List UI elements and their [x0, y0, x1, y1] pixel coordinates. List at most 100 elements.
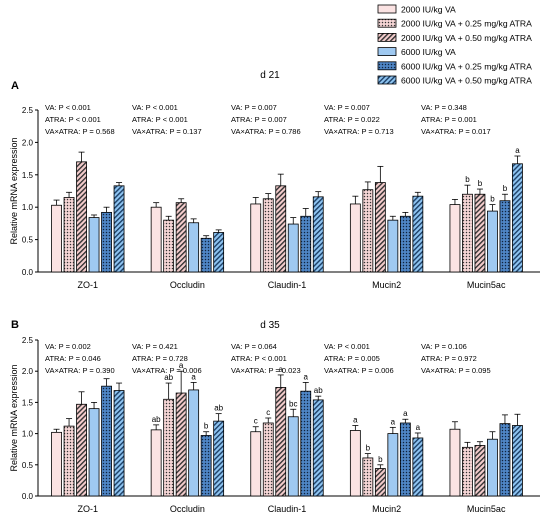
- bar: [387, 433, 399, 497]
- bar: [512, 163, 523, 273]
- bar: [250, 431, 262, 497]
- significance-letter: a: [403, 409, 408, 418]
- y-tick-label: 1.5: [22, 398, 34, 407]
- y-tick-label: 0.5: [22, 461, 34, 470]
- significance-letter: c: [254, 417, 258, 426]
- bar: [150, 429, 162, 497]
- bar: [487, 210, 498, 273]
- significance-letter: a: [391, 417, 396, 426]
- stat-text: VA: P = 0.064: [231, 342, 277, 351]
- x-category-label: Claudin-1: [268, 280, 307, 290]
- stat-text: VA: P = 0.007: [231, 103, 277, 112]
- bar: [499, 200, 511, 273]
- stat-text: ATRA: P < 0.001: [231, 354, 287, 363]
- stat-text: VA×ATRA: P = 0.137: [132, 127, 202, 136]
- legend-label: 2000 IU/kg VA + 0.25 mg/kg ATRA: [401, 19, 532, 29]
- bar: [76, 161, 87, 273]
- stat-text: VA×ATRA: P = 0.095: [421, 366, 491, 375]
- stat-text: VA×ATRA: P = 0.390: [45, 366, 115, 375]
- y-tick-label: 2.5: [22, 106, 34, 115]
- bar: [287, 223, 299, 273]
- x-category-label: ZO-1: [78, 280, 99, 290]
- significance-letter: a: [191, 372, 196, 381]
- bar: [275, 185, 287, 273]
- x-category-label: Mucin2: [372, 280, 401, 290]
- bar: [175, 202, 187, 273]
- y-tick-label: 0.0: [22, 492, 34, 501]
- bar: [399, 422, 411, 497]
- stat-text: VA: P = 0.007: [324, 103, 370, 112]
- bar: [275, 387, 287, 497]
- bar: [362, 457, 374, 497]
- bar: [163, 219, 175, 273]
- legend-label: 6000 IU/kg VA: [401, 47, 456, 57]
- bar: [412, 195, 424, 273]
- stat-text: VA×ATRA: P = 0.006: [324, 366, 394, 375]
- bar: [449, 204, 461, 273]
- legend-swatch: [377, 33, 397, 42]
- bar: [412, 437, 424, 497]
- bar: [113, 185, 125, 273]
- legend: 2000 IU/kg VA 2000 IU/kg VA + 0.25 mg/kg …: [377, 4, 532, 86]
- bar: [63, 425, 75, 497]
- bar: [462, 193, 473, 273]
- significance-letter: b: [204, 422, 209, 431]
- chart-title: d 35: [260, 320, 280, 331]
- significance-letter: a: [515, 146, 520, 155]
- bar: [175, 392, 187, 497]
- stat-text: VA: P = 0.348: [421, 103, 467, 112]
- legend-item: 2000 IU/kg VA: [377, 4, 456, 15]
- chart-title: d 21: [260, 70, 280, 81]
- bar: [188, 389, 200, 497]
- stat-text: ATRA: P = 0.001: [421, 115, 477, 124]
- legend-label: 6000 IU/kg VA + 0.25 mg/kg ATRA: [401, 61, 532, 71]
- significance-letter: b: [465, 175, 470, 184]
- x-category-label: Occludin: [170, 280, 205, 290]
- bar: [312, 399, 324, 497]
- bar: [349, 430, 361, 497]
- significance-letter: a: [304, 372, 309, 381]
- bar: [387, 219, 399, 273]
- bar: [262, 198, 274, 273]
- bar: [312, 196, 324, 273]
- stat-text: VA: P = 0.002: [45, 342, 91, 351]
- significance-letter: c: [266, 408, 270, 417]
- bar: [474, 445, 486, 497]
- stat-text: ATRA: P < 0.001: [132, 115, 188, 124]
- significance-letter: a: [279, 365, 284, 374]
- bar: [349, 203, 361, 273]
- panel-letter: B: [11, 319, 19, 331]
- stat-text: VA×ATRA: P = 0.568: [45, 127, 115, 136]
- legend-swatch: [377, 47, 397, 56]
- panel-letter: A: [11, 80, 19, 92]
- bar: [200, 237, 212, 273]
- significance-letter: ab: [214, 404, 223, 413]
- legend-item: 6000 IU/kg VA + 0.50 mg/kg ATRA: [377, 76, 532, 86]
- stat-text: VA×ATRA: P = 0.786: [231, 127, 301, 136]
- legend-swatch: [377, 61, 397, 71]
- panel-a: Ad 21 Relative mRNA expression 0.0 0.5 1.0 1.…: [9, 70, 540, 290]
- y-axis-label: Relative mRNA expression: [9, 364, 19, 471]
- y-tick-label: 2.0: [22, 138, 34, 147]
- significance-letter: ab: [152, 415, 161, 424]
- significance-letter: b: [503, 184, 508, 193]
- stat-text: VA×ATRA: P = 0.017: [421, 127, 491, 136]
- bar: [63, 197, 75, 273]
- significance-letter: a: [416, 423, 421, 432]
- significance-letter: ab: [164, 373, 173, 382]
- y-tick-label: 2.0: [22, 367, 34, 376]
- significance-letter: b: [366, 444, 371, 453]
- stat-text: VA: P < 0.001: [324, 342, 370, 351]
- stat-text: ATRA: P = 0.046: [45, 354, 101, 363]
- y-tick-label: 1.0: [22, 203, 34, 212]
- bar: [51, 204, 62, 273]
- x-category-label: Mucin2: [372, 504, 401, 512]
- bar: [374, 468, 386, 497]
- bar: [374, 182, 386, 273]
- y-tick-label: 1.0: [22, 430, 34, 439]
- stat-text: VA×ATRA: P = 0.006: [132, 366, 202, 375]
- legend-swatch: [377, 4, 397, 14]
- bar: [213, 232, 225, 273]
- legend-item: 2000 IU/kg VA + 0.25 mg/kg ATRA: [377, 19, 532, 29]
- stat-text: ATRA: P = 0.022: [324, 115, 380, 124]
